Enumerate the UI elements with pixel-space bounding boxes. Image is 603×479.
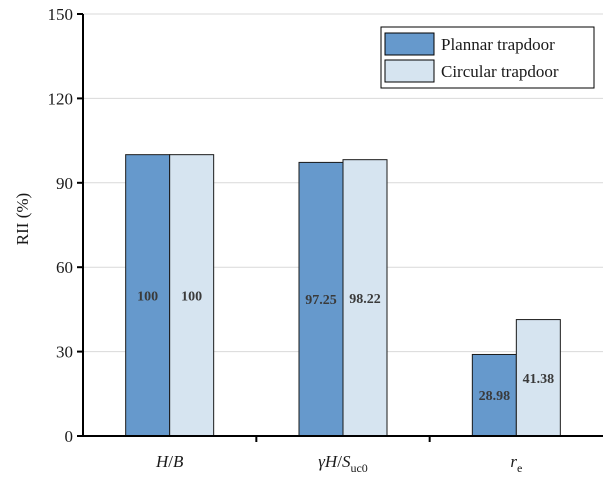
y-tick-label: 120 <box>48 89 74 108</box>
y-tick-label: 60 <box>56 258 73 277</box>
y-tick-label: 90 <box>56 174 73 193</box>
legend-label: Plannar trapdoor <box>441 35 555 54</box>
y-tick-label: 30 <box>56 343 73 362</box>
bar <box>125 154 171 437</box>
data-label: 98.22 <box>349 292 381 307</box>
data-label: 100 <box>137 289 158 304</box>
x-tick-label: γH/Suc0 <box>318 452 368 475</box>
legend-label: Circular trapdoor <box>441 62 559 81</box>
bars <box>125 154 561 437</box>
bar <box>471 353 517 437</box>
bar <box>515 319 561 437</box>
bar <box>342 159 388 437</box>
y-tick-label: 0 <box>65 427 74 446</box>
data-label: 100 <box>181 289 202 304</box>
legend: Plannar trapdoor Circular trapdoor <box>380 26 595 89</box>
x-tick-label: re <box>510 452 522 475</box>
data-label: 97.25 <box>305 293 337 308</box>
bar <box>298 161 344 437</box>
legend-swatch <box>384 59 435 83</box>
axes: 0 30 60 90 120 150 H/B γH/Suc0 re <box>48 5 603 475</box>
y-tick-label: 150 <box>48 5 74 24</box>
data-labels: 100 100 97.25 98.22 28.98 41.38 <box>137 289 554 404</box>
x-tick-label: H/B <box>155 452 184 471</box>
y-axis-title: RII (%) <box>13 193 32 245</box>
data-label: 28.98 <box>479 389 511 404</box>
data-label: 41.38 <box>523 372 555 387</box>
legend-swatch <box>384 32 435 56</box>
